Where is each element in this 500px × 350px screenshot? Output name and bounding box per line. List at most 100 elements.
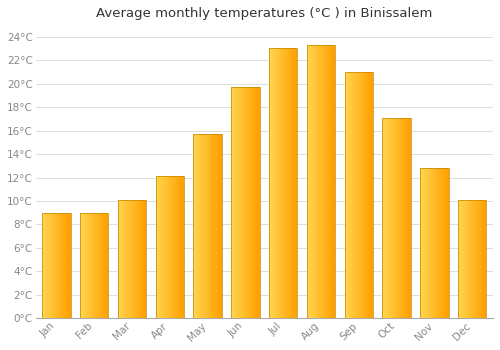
Bar: [476, 200, 477, 318]
Bar: [138, 200, 140, 318]
Bar: [240, 88, 242, 318]
Bar: [389, 118, 390, 318]
Bar: [396, 118, 398, 318]
Bar: [410, 118, 411, 318]
Bar: [270, 48, 271, 318]
Bar: [233, 88, 234, 318]
Bar: [388, 118, 389, 318]
Bar: [165, 176, 166, 318]
Bar: [312, 45, 314, 318]
Bar: [194, 134, 222, 318]
Bar: [220, 134, 221, 318]
Bar: [59, 213, 60, 318]
Bar: [354, 72, 355, 318]
Bar: [358, 72, 359, 318]
Bar: [409, 118, 410, 318]
Bar: [359, 72, 360, 318]
Bar: [163, 176, 164, 318]
Bar: [424, 168, 425, 318]
Bar: [382, 118, 384, 318]
Bar: [101, 213, 102, 318]
Bar: [156, 176, 184, 318]
Bar: [63, 213, 64, 318]
Bar: [324, 45, 325, 318]
Bar: [348, 72, 350, 318]
Bar: [466, 200, 468, 318]
Bar: [439, 168, 440, 318]
Bar: [274, 48, 276, 318]
Bar: [278, 48, 280, 318]
Bar: [43, 213, 44, 318]
Bar: [128, 200, 129, 318]
Bar: [254, 88, 255, 318]
Bar: [217, 134, 218, 318]
Bar: [280, 48, 281, 318]
Bar: [430, 168, 432, 318]
Bar: [180, 176, 181, 318]
Bar: [478, 200, 479, 318]
Bar: [314, 45, 316, 318]
Bar: [201, 134, 202, 318]
Bar: [346, 72, 348, 318]
Bar: [97, 213, 98, 318]
Bar: [106, 213, 108, 318]
Bar: [307, 45, 335, 318]
Bar: [156, 176, 158, 318]
Bar: [168, 176, 169, 318]
Bar: [258, 88, 260, 318]
Bar: [98, 213, 99, 318]
Bar: [200, 134, 201, 318]
Bar: [56, 213, 58, 318]
Bar: [251, 88, 252, 318]
Bar: [355, 72, 356, 318]
Bar: [404, 118, 405, 318]
Bar: [81, 213, 82, 318]
Bar: [231, 88, 232, 318]
Bar: [95, 213, 96, 318]
Bar: [88, 213, 90, 318]
Bar: [64, 213, 65, 318]
Bar: [84, 213, 86, 318]
Bar: [438, 168, 439, 318]
Bar: [215, 134, 216, 318]
Bar: [94, 213, 95, 318]
Bar: [284, 48, 285, 318]
Bar: [362, 72, 364, 318]
Bar: [289, 48, 290, 318]
Bar: [470, 200, 472, 318]
Bar: [429, 168, 430, 318]
Bar: [205, 134, 206, 318]
Bar: [256, 88, 257, 318]
Bar: [234, 88, 235, 318]
Bar: [334, 45, 335, 318]
Bar: [321, 45, 322, 318]
Bar: [459, 200, 460, 318]
Bar: [461, 200, 462, 318]
Bar: [283, 48, 284, 318]
Bar: [49, 213, 50, 318]
Bar: [323, 45, 324, 318]
Bar: [246, 88, 248, 318]
Bar: [214, 134, 215, 318]
Bar: [428, 168, 429, 318]
Bar: [269, 48, 298, 318]
Bar: [364, 72, 366, 318]
Bar: [136, 200, 138, 318]
Bar: [384, 118, 386, 318]
Bar: [406, 118, 407, 318]
Bar: [82, 213, 83, 318]
Bar: [47, 213, 48, 318]
Bar: [479, 200, 480, 318]
Bar: [271, 48, 272, 318]
Bar: [356, 72, 357, 318]
Bar: [407, 118, 408, 318]
Bar: [310, 45, 312, 318]
Bar: [296, 48, 298, 318]
Bar: [166, 176, 167, 318]
Bar: [118, 200, 146, 318]
Bar: [102, 213, 104, 318]
Bar: [176, 176, 178, 318]
Bar: [66, 213, 67, 318]
Bar: [162, 176, 163, 318]
Bar: [286, 48, 287, 318]
